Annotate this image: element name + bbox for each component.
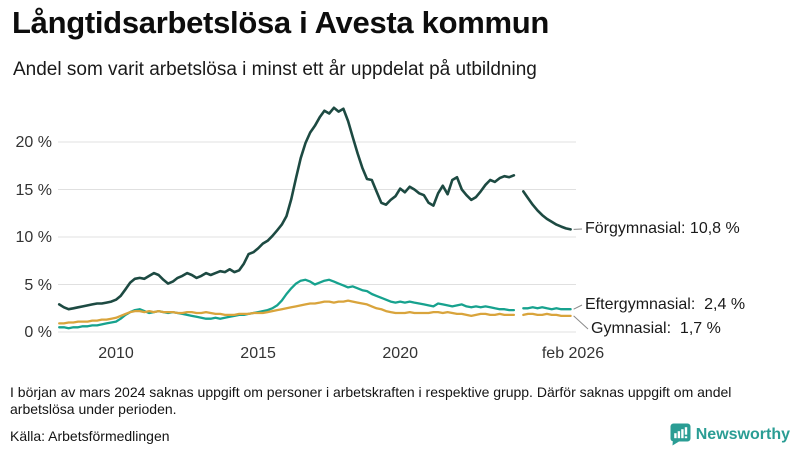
source-credit: Källa: Arbetsförmedlingen (10, 428, 170, 444)
series-line-gymnasial (58, 299, 516, 325)
page-title: Långtidsarbetslösa i Avesta kommun (12, 5, 550, 40)
series-line-forgymnasial (57, 106, 516, 311)
y-axis-tick-label: 0 % (24, 324, 52, 341)
newsworthy-logo-text: Newsworthy (695, 425, 790, 443)
series-label-eftergymnasial: Eftergymnasial: 2,4 % (585, 296, 746, 313)
label-connector-gymnasial (573, 315, 589, 330)
series-line-eftergymnasial (522, 306, 572, 311)
x-axis-tick-label: 2010 (98, 345, 134, 362)
y-axis-tick-label: 10 % (15, 229, 52, 246)
label-connector-eftergymnasial (573, 304, 583, 310)
y-axis-tick-label: 15 % (15, 181, 52, 199)
footnote-text: I början av mars 2024 saknas uppgift om … (10, 384, 732, 417)
series-line-gymnasial (522, 312, 572, 318)
newsworthy-logo: Newsworthy (670, 423, 790, 446)
series-line-forgymnasial (521, 190, 572, 231)
series-label-gymnasial: Gymnasial: 1,7 % (591, 320, 721, 337)
page-subtitle: Andel som varit arbetslösa i minst ett å… (13, 59, 537, 80)
y-axis-tick-label: 5 % (24, 276, 52, 294)
bar-chart-bubble-icon (670, 423, 691, 446)
series-label-forgymnasial: Förgymnasial: 10,8 % (585, 220, 740, 237)
x-axis-tick-label: 2015 (240, 345, 276, 362)
x-axis-tick-label: feb 2026 (541, 345, 605, 362)
y-axis-tick-label: 20 % (15, 134, 52, 151)
x-axis-tick-label: 2020 (382, 345, 418, 362)
